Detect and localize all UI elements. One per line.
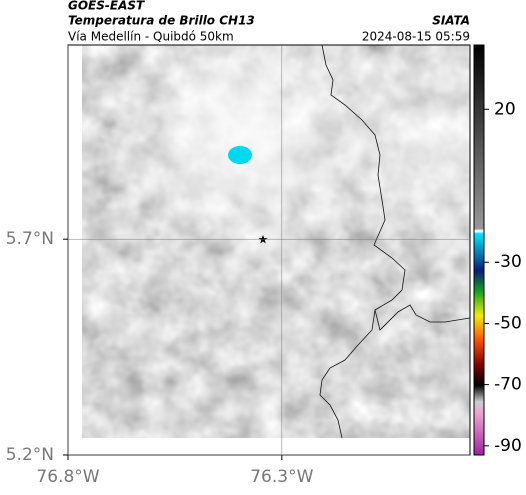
colorbar-tick-label: -90 <box>494 436 522 456</box>
title: GOES-EAST <box>68 0 145 13</box>
y-tick-label: 5.2°N <box>6 445 54 465</box>
region: Vía Medellín - Quibdó 50km <box>68 30 234 44</box>
x-tick-label: 76.8°W <box>36 467 99 487</box>
cold-cloud-top <box>228 146 252 164</box>
y-tick-label: 5.7°N <box>6 229 54 249</box>
border-line <box>319 309 376 439</box>
x-tick-label: 76.3°W <box>250 467 313 487</box>
timestamp: 2024-08-15 05:59 <box>362 30 470 44</box>
colorbar-tick-label: -30 <box>494 252 522 272</box>
location-marker: ★ <box>258 233 269 247</box>
cloud-brightness <box>82 45 470 438</box>
source: SIATA <box>432 14 470 28</box>
subtitle: Temperatura de Brillo CH13 <box>68 14 255 28</box>
colorbar-tick-label: 20 <box>494 99 516 119</box>
colorbar-tick-label: -50 <box>494 313 522 333</box>
colorbar-tick-label: -70 <box>494 375 522 395</box>
colorbar <box>473 44 485 456</box>
border-line <box>321 44 471 331</box>
